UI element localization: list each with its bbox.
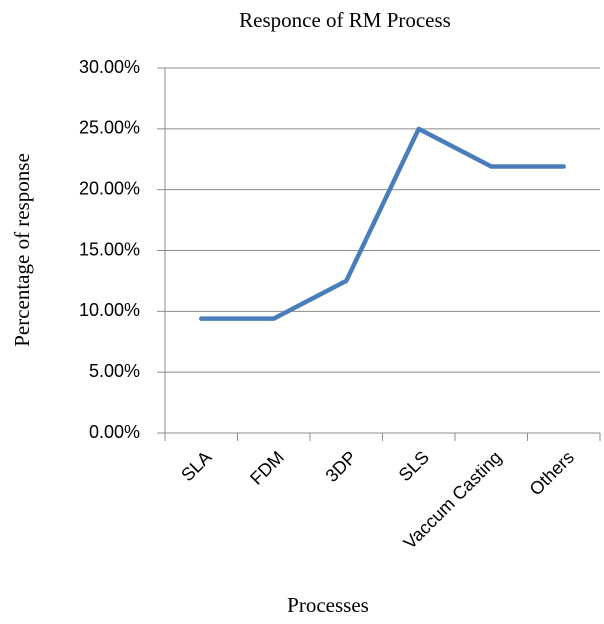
x-tick-label: FDM [246,447,288,489]
y-tick-label: 15.00% [79,239,140,259]
y-tick-label: 25.00% [79,118,140,138]
y-tick-label: 20.00% [79,178,140,198]
x-axis-label: Processes [287,593,369,617]
series-line [199,126,566,321]
chart-title: Responce of RM Process [239,8,451,32]
x-tick-label: SLA [177,447,215,485]
y-tick-label: 0.00% [89,422,140,442]
y-tick-label: 5.00% [89,361,140,381]
x-tick-label: Others [526,447,578,499]
x-tick-label: SLS [395,447,433,485]
y-tick-label: 10.00% [79,300,140,320]
y-tick-label: 30.00% [79,57,140,77]
x-tick-label: 3DP [322,447,361,486]
y-axis-label: Percentage of response [10,153,34,347]
